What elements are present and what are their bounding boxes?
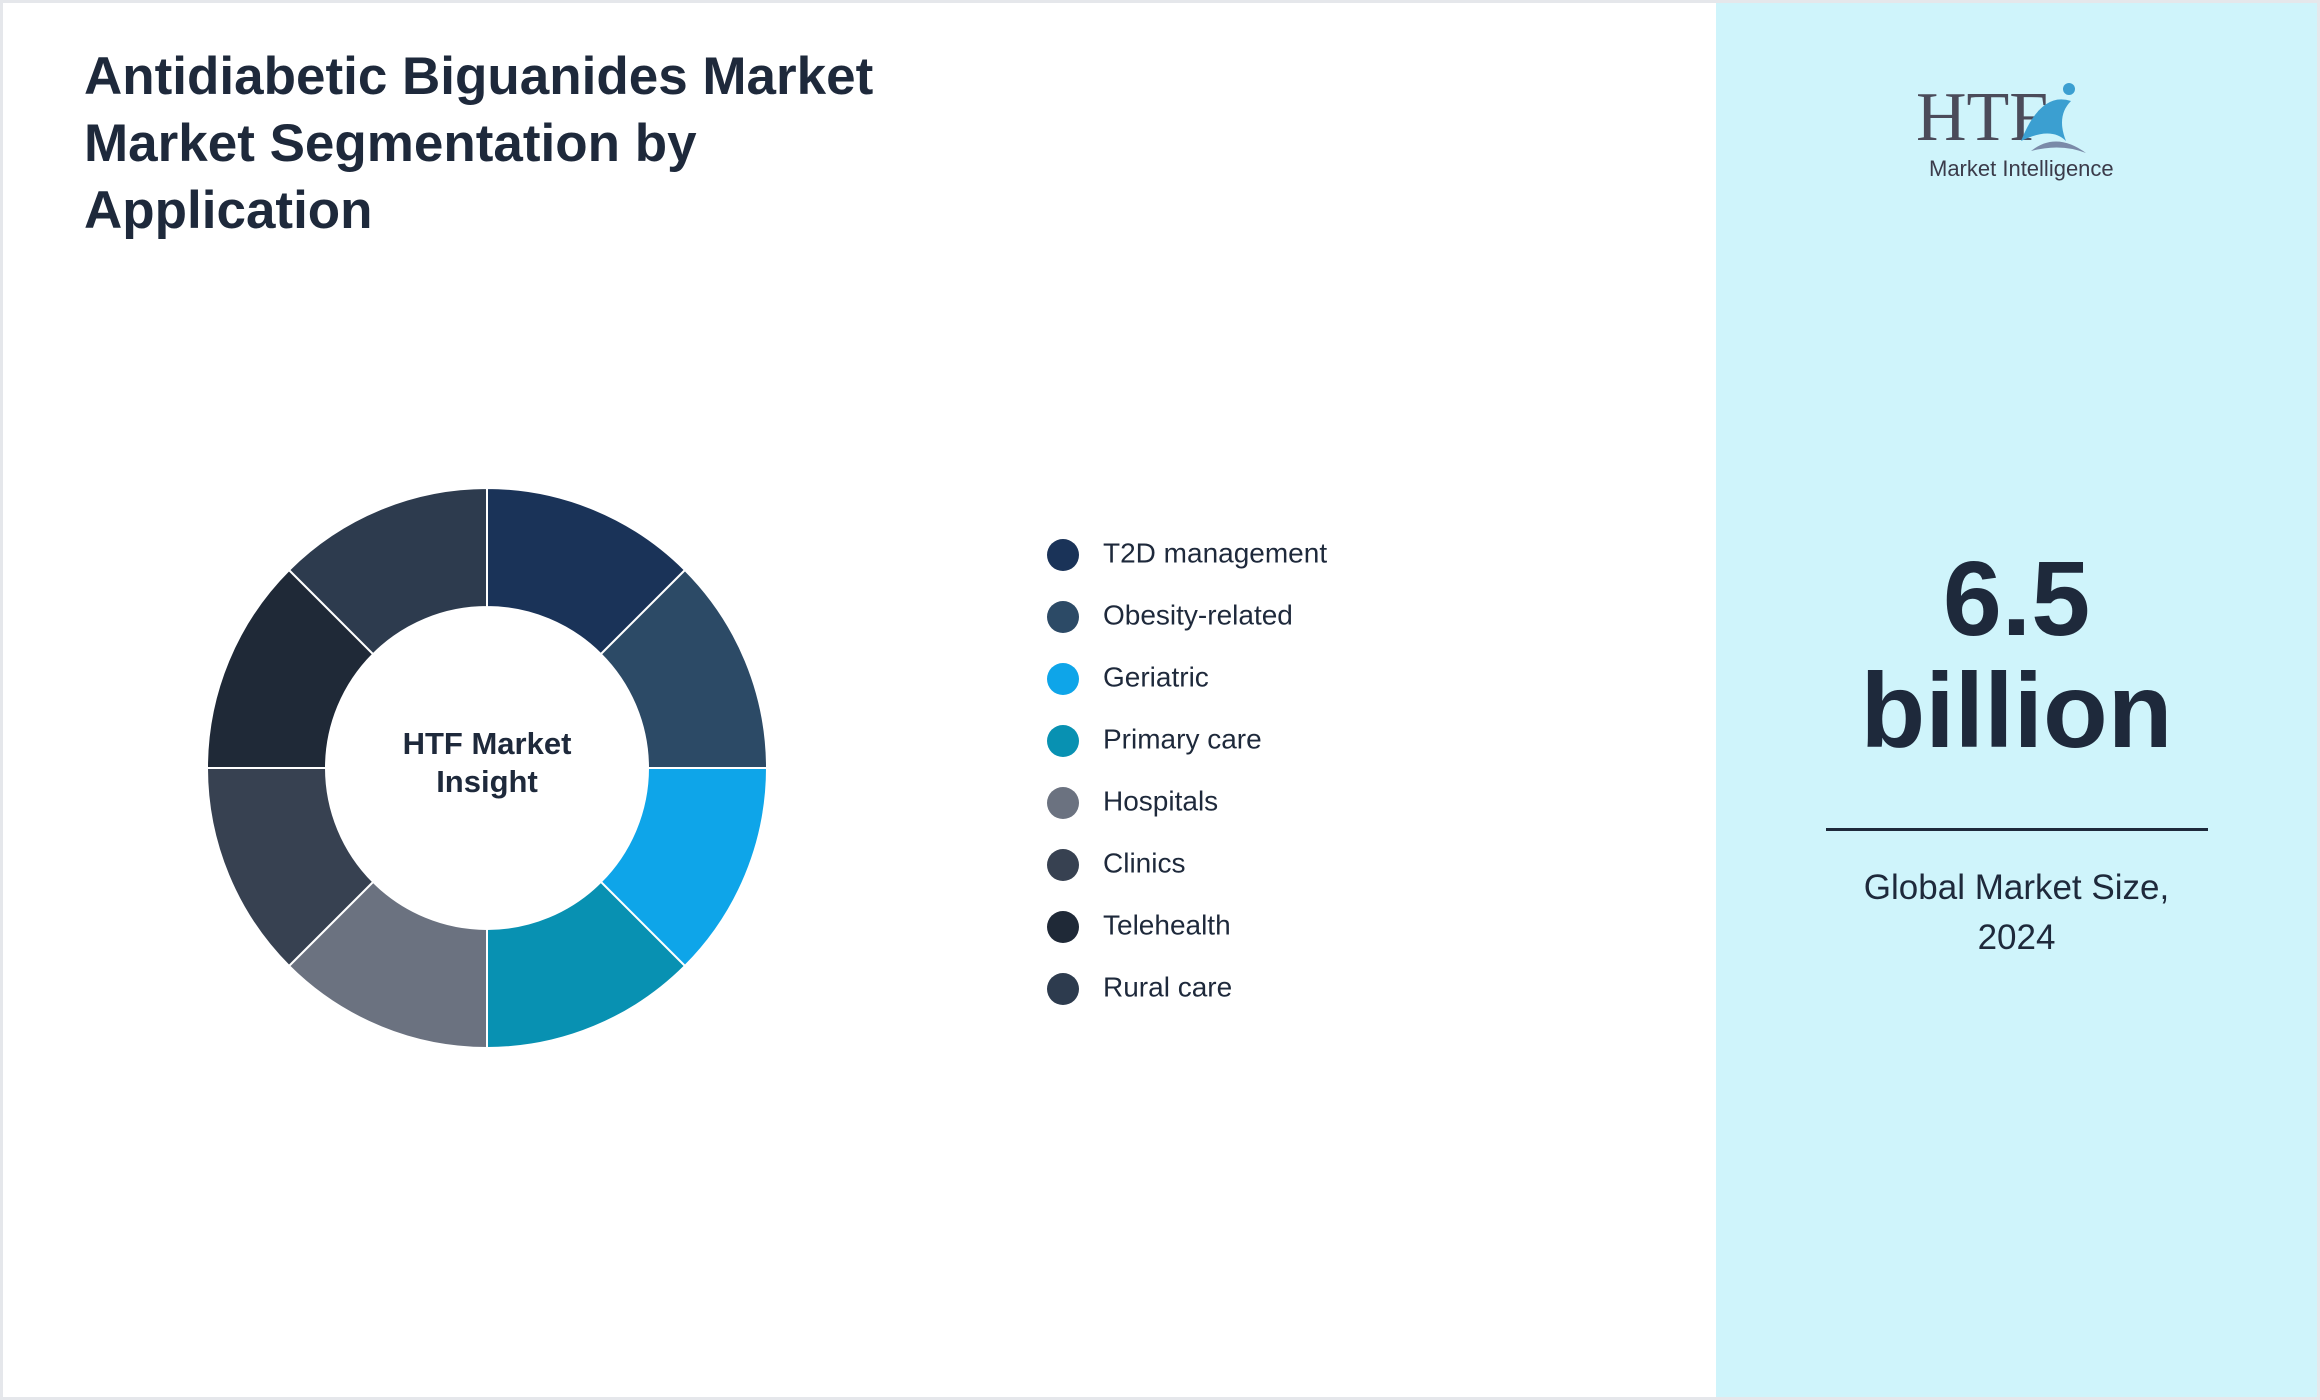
legend-swatch xyxy=(1047,539,1079,571)
legend-swatch xyxy=(1047,849,1079,881)
chart: T2D management Obesity-related Geriatric Pr… xyxy=(205,486,1327,1050)
market-size-value: 6.5 billion xyxy=(1860,540,2173,770)
logo-icon xyxy=(2021,83,2086,153)
donut-segment xyxy=(287,486,488,656)
legend-label: Geriatric xyxy=(1103,661,1209,692)
legend-label: Rural care xyxy=(1103,971,1232,1002)
divider xyxy=(1826,828,2208,831)
legend-label: Primary care xyxy=(1103,723,1262,754)
legend-swatch xyxy=(1047,787,1079,819)
legend-swatch xyxy=(1047,663,1079,695)
logo-tagline: Market Intelligence xyxy=(1929,156,2114,181)
legend-swatch xyxy=(1047,601,1079,633)
legend-label: Telehealth xyxy=(1103,909,1231,940)
side-panel: HTF Market Intelligence 6.5 billion Glob… xyxy=(1716,3,2317,1397)
legend-label: Obesity-related xyxy=(1103,599,1293,630)
market-size-caption: Global Market Size, 2024 xyxy=(1863,868,2170,957)
legend-swatch xyxy=(1047,911,1079,943)
chart-title: Antidiabetic Biguanides Market Market Se… xyxy=(84,47,874,240)
legend-label: Hospitals xyxy=(1103,785,1218,816)
legend-label: Clinics xyxy=(1103,847,1185,878)
legend-swatch xyxy=(1047,725,1079,757)
legend-swatch xyxy=(1047,973,1079,1005)
logo-name: HTF xyxy=(1916,79,2049,156)
legend-label: T2D management xyxy=(1103,537,1327,568)
center-label: HTF Market Insight xyxy=(402,726,572,799)
